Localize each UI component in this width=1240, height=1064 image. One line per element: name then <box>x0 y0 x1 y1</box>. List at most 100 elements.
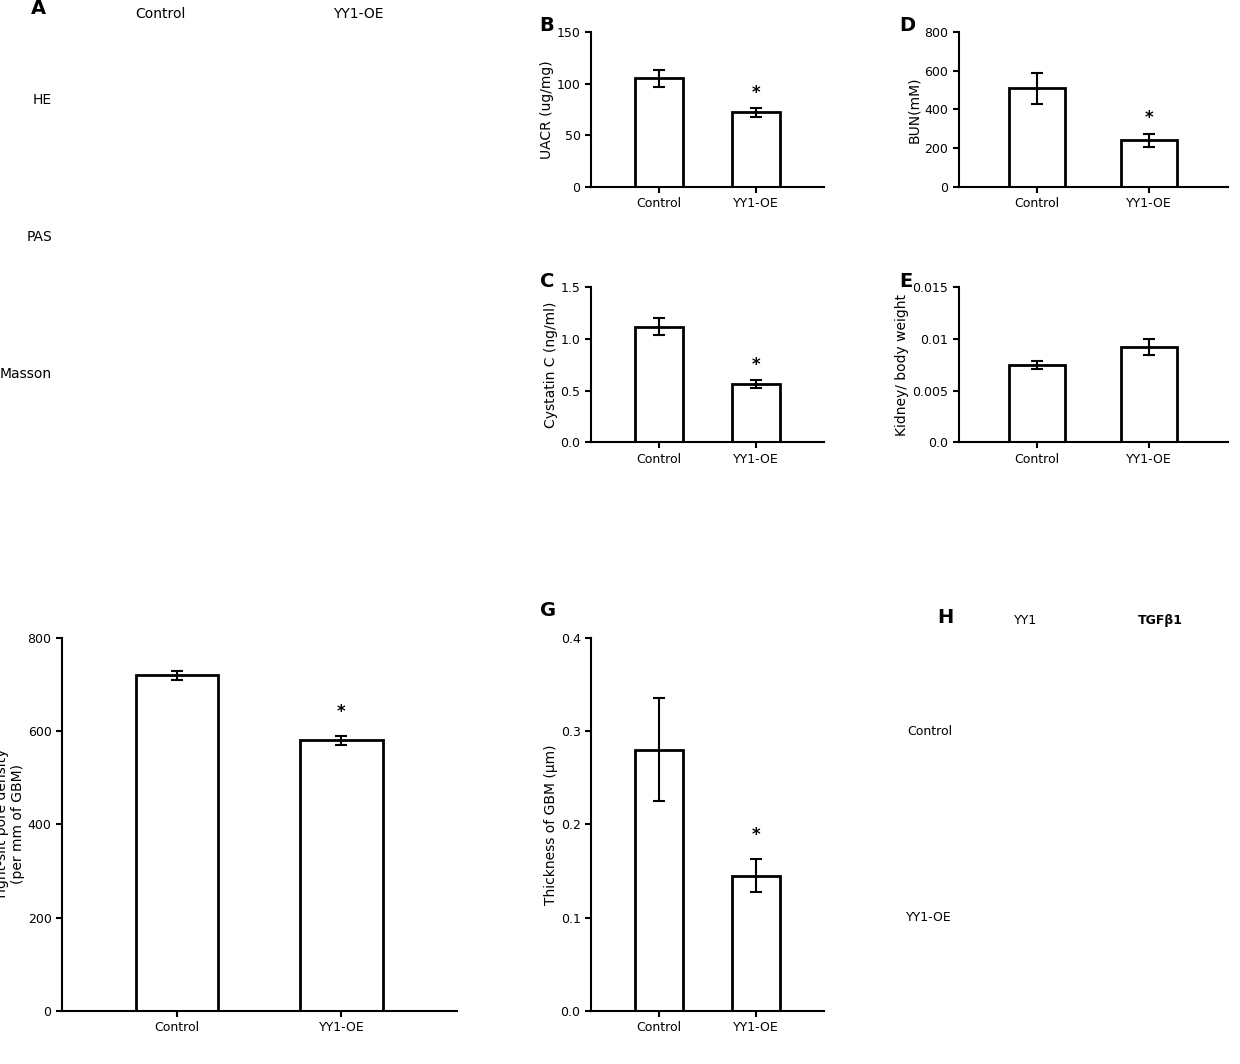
Text: *: * <box>751 84 760 102</box>
Polygon shape <box>263 398 298 425</box>
Polygon shape <box>133 378 177 408</box>
Polygon shape <box>117 236 151 259</box>
Polygon shape <box>1011 901 1022 916</box>
Polygon shape <box>970 747 983 766</box>
Bar <box>635 79 683 186</box>
Text: *: * <box>751 826 760 844</box>
Polygon shape <box>975 662 993 684</box>
Polygon shape <box>159 254 187 273</box>
Polygon shape <box>1019 734 1034 753</box>
Polygon shape <box>93 69 112 81</box>
Text: H: H <box>937 608 954 627</box>
Polygon shape <box>303 351 334 375</box>
Y-axis label: Thickness of GBM (μm): Thickness of GBM (μm) <box>544 744 558 904</box>
Polygon shape <box>115 371 143 389</box>
Polygon shape <box>312 321 342 343</box>
Polygon shape <box>198 283 229 306</box>
Polygon shape <box>162 199 197 218</box>
Polygon shape <box>365 183 409 216</box>
Polygon shape <box>1047 834 1070 866</box>
Polygon shape <box>81 184 125 215</box>
Polygon shape <box>306 386 347 415</box>
Polygon shape <box>327 110 352 124</box>
Polygon shape <box>167 348 208 373</box>
Polygon shape <box>1012 937 1040 977</box>
Bar <box>1009 365 1065 443</box>
Polygon shape <box>161 246 180 259</box>
Polygon shape <box>304 353 335 375</box>
Polygon shape <box>345 192 370 209</box>
Text: C: C <box>539 271 554 290</box>
Y-axis label: Tight-slit pore density
(per mm of GBM): Tight-slit pore density (per mm of GBM) <box>0 749 25 900</box>
Polygon shape <box>993 681 1063 777</box>
Polygon shape <box>1014 918 1024 932</box>
Bar <box>300 741 382 1011</box>
Bar <box>635 750 683 1011</box>
Polygon shape <box>1016 710 1027 722</box>
Polygon shape <box>157 353 180 368</box>
Bar <box>1009 88 1065 186</box>
Polygon shape <box>289 332 409 411</box>
Polygon shape <box>368 244 398 263</box>
Text: *: * <box>751 356 760 375</box>
Text: PAS: PAS <box>26 230 52 244</box>
Polygon shape <box>1018 746 1037 771</box>
Polygon shape <box>1042 733 1063 763</box>
Polygon shape <box>151 381 188 406</box>
Polygon shape <box>366 188 399 213</box>
Text: Control: Control <box>135 7 186 21</box>
Text: Control: Control <box>906 725 952 737</box>
Text: Masson: Masson <box>0 367 52 381</box>
Polygon shape <box>115 245 148 268</box>
Polygon shape <box>102 383 140 410</box>
Polygon shape <box>110 200 215 275</box>
Text: A: A <box>31 0 46 18</box>
Polygon shape <box>1034 705 1045 719</box>
Polygon shape <box>175 251 198 265</box>
Polygon shape <box>1033 715 1049 734</box>
Polygon shape <box>965 903 981 926</box>
Polygon shape <box>378 51 393 62</box>
Polygon shape <box>145 373 166 388</box>
Polygon shape <box>138 251 170 272</box>
Polygon shape <box>1030 921 1045 942</box>
Text: YY1-OE: YY1-OE <box>906 911 952 924</box>
Bar <box>732 113 780 186</box>
Polygon shape <box>311 221 337 240</box>
Polygon shape <box>994 876 1058 959</box>
Text: B: B <box>539 16 554 35</box>
Bar <box>1121 140 1177 186</box>
Polygon shape <box>352 260 370 271</box>
Polygon shape <box>316 70 329 79</box>
Polygon shape <box>146 110 169 126</box>
Polygon shape <box>348 210 383 234</box>
Bar <box>732 384 780 443</box>
Polygon shape <box>198 328 242 358</box>
Polygon shape <box>407 97 418 105</box>
Bar <box>136 676 218 1011</box>
Polygon shape <box>200 85 223 101</box>
Bar <box>1121 347 1177 443</box>
Y-axis label: Kidney/ body weight: Kidney/ body weight <box>895 294 909 436</box>
Polygon shape <box>277 372 296 386</box>
Polygon shape <box>60 377 115 413</box>
Bar <box>635 327 683 443</box>
Polygon shape <box>1027 903 1038 919</box>
Text: YY1: YY1 <box>1014 614 1038 627</box>
Text: G: G <box>539 600 556 619</box>
Polygon shape <box>1008 714 1021 729</box>
Text: *: * <box>337 703 346 721</box>
Text: E: E <box>899 271 913 290</box>
Text: TGFβ1: TGFβ1 <box>1138 614 1183 627</box>
Polygon shape <box>141 359 177 384</box>
Polygon shape <box>213 51 237 67</box>
Polygon shape <box>120 230 134 239</box>
Text: D: D <box>899 16 915 35</box>
Polygon shape <box>149 186 176 205</box>
Polygon shape <box>1028 706 1053 742</box>
Y-axis label: UACR (ug/mg): UACR (ug/mg) <box>539 60 554 159</box>
Polygon shape <box>342 361 383 387</box>
Polygon shape <box>94 388 135 417</box>
Polygon shape <box>1009 893 1032 929</box>
Polygon shape <box>153 387 177 405</box>
